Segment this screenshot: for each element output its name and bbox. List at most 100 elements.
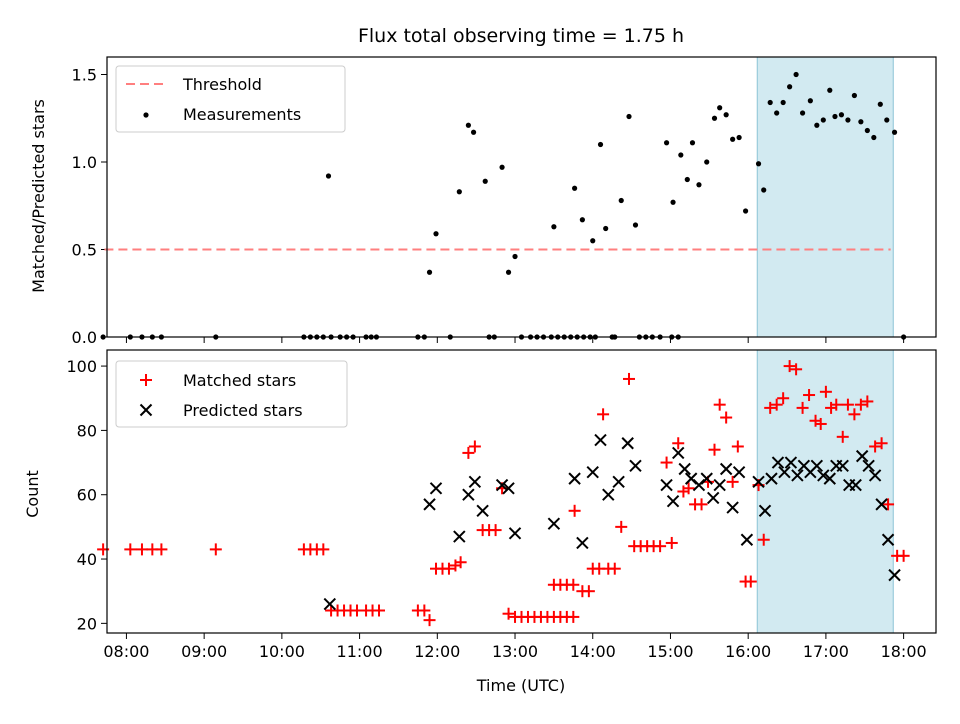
- x-tick-label: 09:00: [181, 642, 227, 661]
- predicted-star-point-b: [476, 504, 489, 518]
- matched-star-point: [757, 533, 770, 546]
- predicted-star-point-b: [547, 517, 561, 530]
- bottom-legend-box: [115, 360, 348, 428]
- predicted-star-point-b: [836, 459, 849, 472]
- predicted-star-point: [508, 527, 522, 540]
- measurement-point: [684, 176, 690, 183]
- matched-star-point: [790, 363, 803, 376]
- matched-star-point: [623, 372, 636, 385]
- bottom-axes-frame: [106, 349, 937, 634]
- predicted-star-point-b: [791, 469, 804, 482]
- predicted-star-point-b: [462, 488, 475, 501]
- matched-star-point: [777, 392, 790, 405]
- measurement-point: [767, 99, 773, 106]
- predicted-star-point: [568, 472, 581, 485]
- predicted-star-point-b: [823, 472, 836, 485]
- matched-star-point: [841, 398, 854, 411]
- predicted-star-point-b: [660, 478, 673, 492]
- matched-star-point: [836, 430, 849, 443]
- matched-star-point: [462, 446, 475, 459]
- predicted-star-point: [868, 469, 882, 482]
- matched-star-point: [654, 540, 667, 553]
- top-y-tick-label: 1.5: [72, 66, 97, 85]
- measurement-point: [465, 122, 471, 128]
- matched-star-point: [124, 543, 137, 556]
- bottom-y-axis-label: Count: [23, 470, 42, 518]
- predicted-star-point-b: [568, 472, 581, 485]
- measurement-point: [689, 140, 696, 146]
- predicted-star-point: [629, 459, 642, 472]
- measurement-point: [832, 113, 838, 120]
- predicted-star-point-b: [719, 462, 733, 476]
- measurement-point: [499, 164, 505, 170]
- predicted-star-point-b: [855, 449, 869, 463]
- predicted-star-point-b: [423, 498, 436, 511]
- measurement-point: [632, 222, 639, 228]
- measurement-point: [456, 189, 462, 195]
- predicted-star-point: [849, 478, 862, 492]
- matched-star-point: [770, 398, 783, 411]
- predicted-star-point: [476, 504, 489, 518]
- measurement-point: [838, 112, 845, 118]
- predicted-star-point: [823, 472, 836, 485]
- predicted-star-point-b: [740, 533, 754, 546]
- measurement-point: [579, 217, 585, 223]
- measurement-point: [742, 208, 749, 214]
- predicted-star-point: [468, 475, 482, 489]
- predicted-star-point-b: [752, 475, 765, 489]
- bottom-y-tick-label: 20: [77, 614, 97, 633]
- predicted-star-point: [547, 517, 561, 530]
- matched-star-point: [854, 398, 867, 411]
- predicted-star-point: [495, 478, 509, 492]
- matched-star-point: [317, 543, 330, 556]
- predicted-star-point-b: [672, 446, 685, 460]
- predicted-star-point: [666, 494, 680, 508]
- matched-star-point: [568, 504, 581, 517]
- predicted-star-point-b: [888, 568, 901, 582]
- measurement-point: [512, 253, 518, 260]
- matched-star-point: [830, 398, 843, 411]
- x-tick-label: 17:00: [803, 642, 849, 661]
- matched-star-point: [615, 520, 628, 533]
- predicted-star-point-b: [508, 527, 522, 540]
- chart-title: Flux total observing time = 1.75 h: [358, 25, 684, 47]
- matched-star-point: [882, 498, 895, 511]
- top-y-axis-label: Matched/Predicted stars: [29, 99, 48, 293]
- predicted-star-point-b: [586, 465, 599, 479]
- x-tick-label: 15:00: [647, 642, 693, 661]
- matched-star-point: [731, 440, 744, 453]
- predicted-star-point: [758, 504, 772, 518]
- bottom-y-tick-label: 100: [66, 357, 97, 376]
- predicted-star-point-b: [771, 456, 785, 469]
- matched-star-point: [796, 401, 809, 414]
- predicted-star-point: [713, 478, 726, 492]
- predicted-star-point: [612, 475, 625, 489]
- matched-star-point: [418, 604, 431, 617]
- predicted-star-point-b: [621, 437, 634, 450]
- bottom-y-tick-label: 60: [77, 486, 97, 505]
- predicted-star-point: [462, 488, 475, 501]
- measurement-point: [877, 101, 883, 107]
- predicted-star-point: [875, 498, 888, 511]
- predicted-star-point-b: [862, 459, 875, 472]
- x-tick-label: 10:00: [259, 642, 305, 661]
- predicted-star-point: [423, 498, 436, 511]
- measurement-point: [603, 225, 609, 232]
- measurement-point: [663, 140, 670, 146]
- predicted-star-point: [706, 491, 720, 505]
- predicted-star-point-b: [602, 488, 615, 501]
- x-tick-label: 18:00: [881, 642, 927, 661]
- top-y-tick-label: 0.5: [72, 241, 97, 260]
- matched-star-point: [783, 360, 796, 373]
- predicted-star-point-b: [629, 459, 642, 472]
- measurement-point: [470, 129, 477, 135]
- matched-star-point: [897, 549, 910, 562]
- predicted-star-point: [672, 446, 685, 460]
- measurement-point: [851, 92, 857, 99]
- predicted-star-point: [791, 469, 804, 482]
- predicted-star-point-b: [784, 456, 798, 469]
- predicted-star-point: [700, 472, 713, 485]
- predicted-star-point-b: [429, 482, 443, 495]
- measurement-point: [696, 182, 702, 188]
